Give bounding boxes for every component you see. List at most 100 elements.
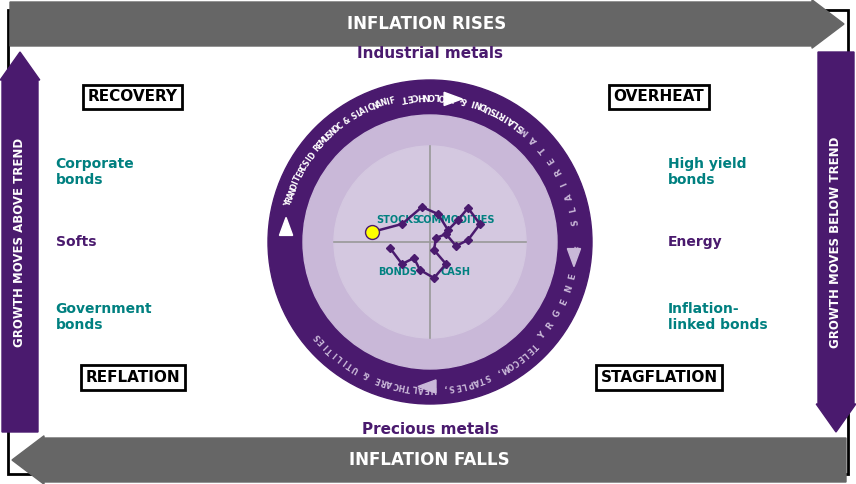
Text: T: T: [493, 107, 502, 118]
Text: R: R: [380, 376, 388, 386]
Text: High yield
bonds: High yield bonds: [668, 157, 746, 187]
Text: N: N: [473, 98, 483, 109]
Text: I: I: [470, 97, 476, 107]
Text: R: R: [497, 109, 508, 120]
Polygon shape: [279, 217, 293, 235]
Text: I: I: [322, 341, 330, 349]
Text: G: G: [443, 91, 451, 101]
Text: INFLATION FALLS: INFLATION FALLS: [348, 451, 509, 469]
Text: Y: Y: [283, 200, 294, 208]
Text: S: S: [570, 219, 580, 226]
Text: N: N: [563, 285, 574, 294]
Text: INFLATION RISES: INFLATION RISES: [348, 15, 507, 33]
Text: E: E: [568, 272, 578, 280]
FancyArrow shape: [0, 52, 39, 432]
Text: R: R: [553, 166, 564, 177]
Text: S: S: [449, 382, 455, 392]
Text: &: &: [342, 116, 353, 127]
Text: O: O: [288, 182, 300, 192]
Text: T: T: [538, 144, 549, 154]
Text: E: E: [407, 92, 413, 102]
Text: O: O: [427, 91, 435, 100]
Text: L: L: [354, 109, 363, 119]
Text: E: E: [514, 353, 525, 363]
Text: A: A: [564, 192, 574, 201]
Text: S: S: [350, 111, 360, 121]
Text: A: A: [286, 191, 296, 200]
Text: R: R: [284, 196, 294, 204]
Text: O: O: [331, 124, 342, 135]
Text: Inflation-
linked bonds: Inflation- linked bonds: [668, 302, 767, 332]
FancyArrow shape: [10, 0, 844, 48]
Text: GROWTH MOVES ABOVE TREND: GROWTH MOVES ABOVE TREND: [14, 137, 27, 347]
Text: STAGFLATION: STAGFLATION: [601, 370, 717, 385]
Text: ,: ,: [496, 367, 502, 376]
Text: O: O: [504, 360, 514, 371]
Text: I: I: [385, 97, 390, 106]
Text: Softs: Softs: [56, 235, 96, 249]
Text: N: N: [379, 98, 388, 108]
FancyArrow shape: [12, 436, 846, 484]
Text: D: D: [479, 100, 488, 111]
Text: A: A: [386, 378, 394, 388]
Text: Y: Y: [537, 331, 548, 341]
Polygon shape: [568, 249, 580, 267]
Text: N: N: [422, 91, 430, 100]
Text: C: C: [412, 91, 419, 101]
Text: R: R: [312, 143, 323, 153]
Text: F: F: [389, 95, 395, 106]
Text: I: I: [291, 180, 300, 186]
Text: P: P: [466, 378, 474, 388]
Text: M: M: [318, 136, 330, 148]
Text: L: L: [433, 91, 439, 100]
Text: E: E: [524, 345, 534, 355]
Circle shape: [303, 115, 557, 369]
FancyBboxPatch shape: [8, 10, 848, 474]
Text: S: S: [515, 121, 526, 132]
Text: I: I: [503, 113, 511, 122]
Text: E: E: [374, 374, 382, 384]
Text: L: L: [412, 383, 417, 393]
Text: E: E: [317, 336, 327, 346]
Text: I: I: [560, 180, 569, 187]
Polygon shape: [418, 380, 436, 393]
Text: M: M: [518, 123, 531, 136]
Text: E: E: [294, 170, 305, 179]
Text: N: N: [288, 186, 298, 196]
Text: A: A: [472, 376, 480, 386]
Text: C: C: [366, 103, 375, 113]
FancyArrow shape: [817, 52, 856, 432]
Text: S: S: [312, 331, 323, 341]
Text: E: E: [546, 155, 556, 165]
Text: G: G: [552, 309, 563, 319]
Text: I: I: [364, 105, 370, 115]
Text: BONDS: BONDS: [378, 267, 418, 277]
Text: R: R: [297, 166, 307, 176]
Text: T: T: [478, 374, 485, 384]
Text: Industrial metals: Industrial metals: [357, 46, 503, 61]
Text: &: &: [362, 369, 372, 379]
Text: U: U: [351, 363, 360, 374]
Text: E: E: [455, 381, 461, 391]
Text: D: D: [306, 151, 318, 161]
Polygon shape: [444, 92, 462, 106]
Text: L: L: [568, 206, 578, 213]
Text: N: N: [328, 127, 338, 138]
Text: C: C: [392, 379, 400, 390]
Text: &: &: [458, 94, 467, 105]
Text: L: L: [461, 379, 467, 390]
Text: L: L: [520, 349, 529, 359]
Text: I: I: [331, 349, 339, 358]
Text: Corporate
bonds: Corporate bonds: [56, 157, 134, 187]
Text: S: S: [324, 130, 335, 140]
Text: STOCKS: STOCKS: [376, 215, 420, 225]
Text: OVERHEAT: OVERHEAT: [614, 90, 704, 104]
Text: Precious metals: Precious metals: [361, 423, 498, 438]
Text: C: C: [335, 121, 345, 132]
Text: A: A: [417, 383, 424, 393]
Text: &: &: [572, 245, 581, 254]
Text: E: E: [558, 297, 569, 306]
Text: H: H: [398, 381, 406, 391]
Text: R: R: [545, 320, 556, 331]
Text: T: T: [528, 341, 538, 351]
